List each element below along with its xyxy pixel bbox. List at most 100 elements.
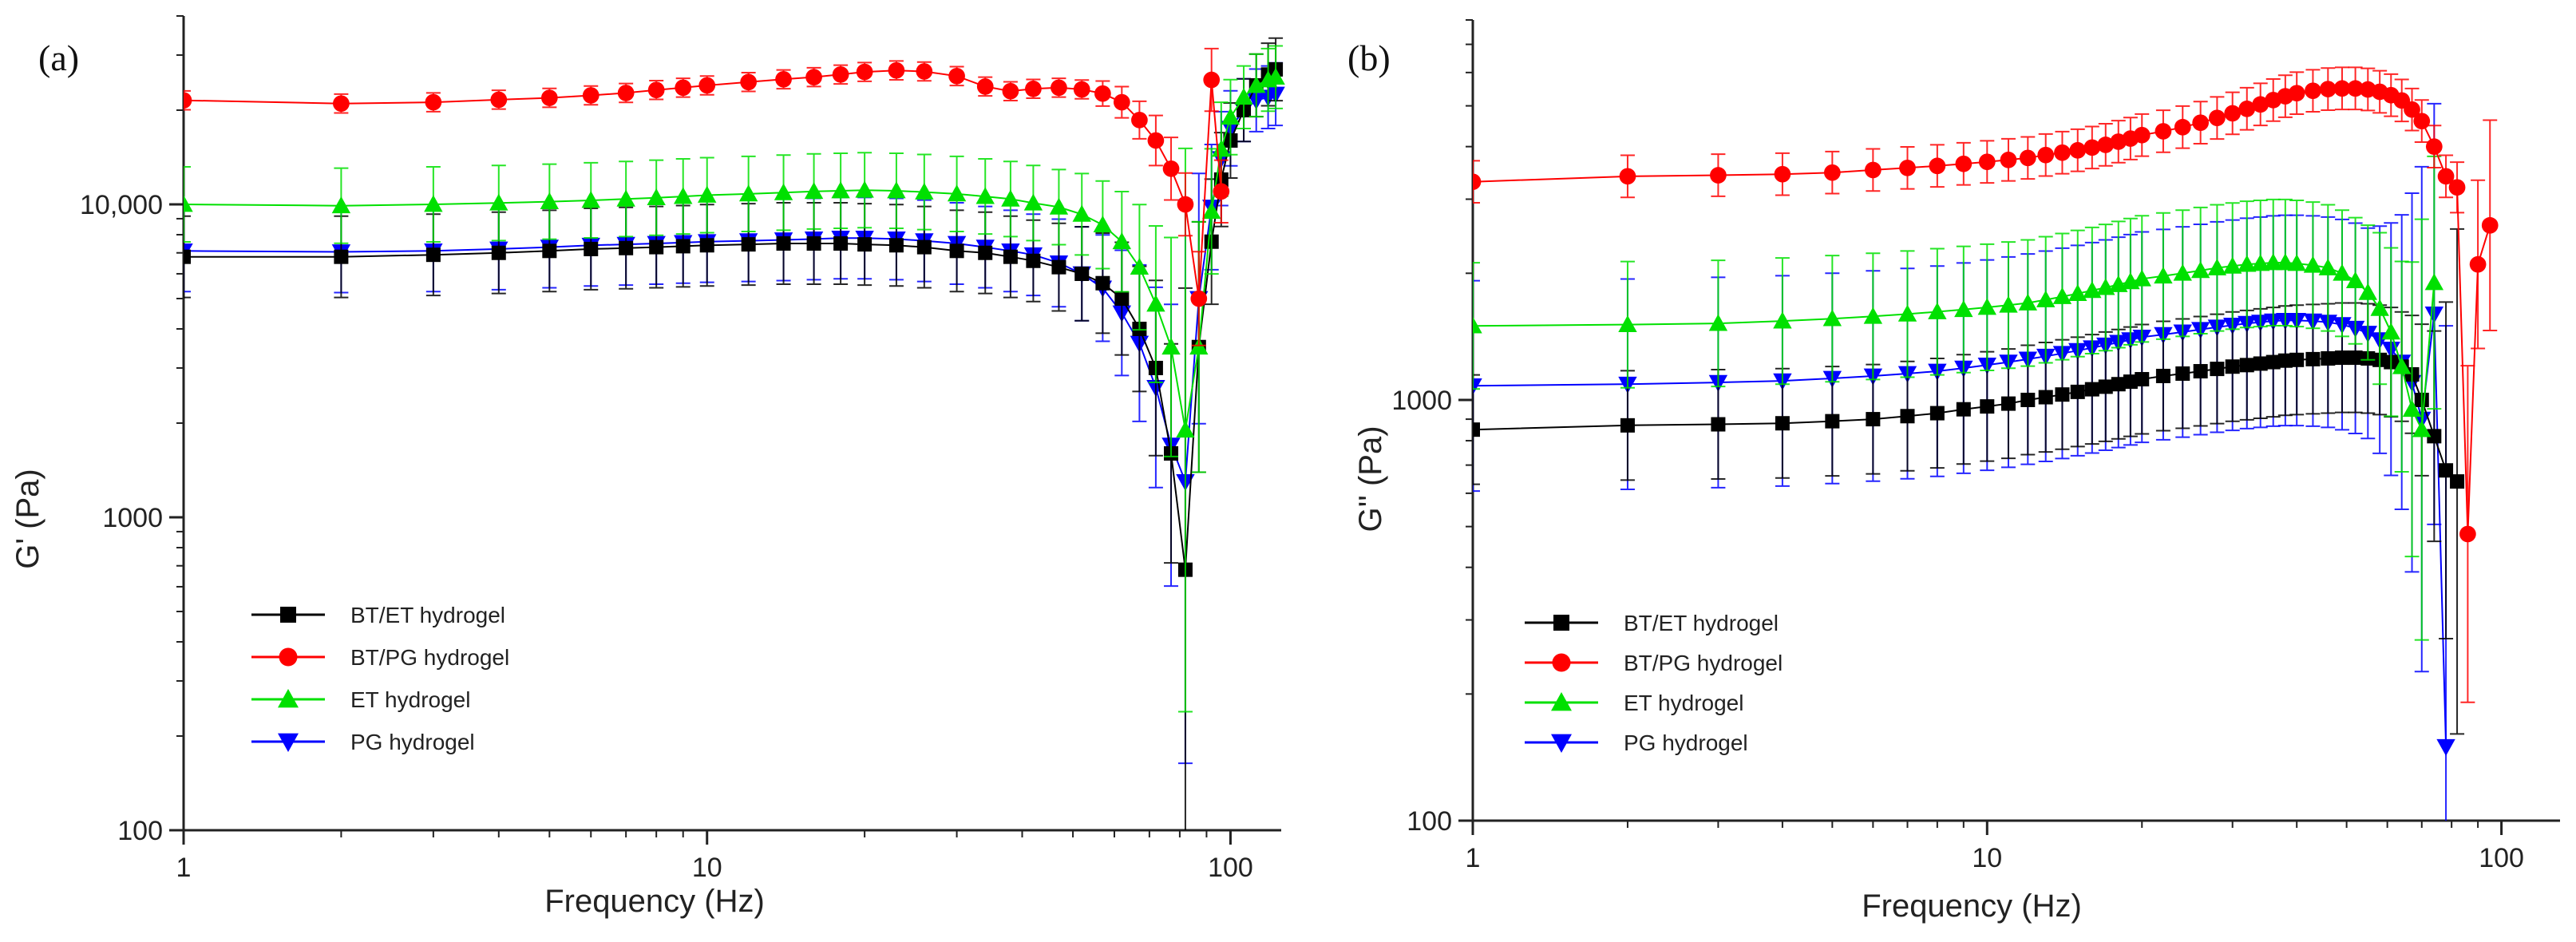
error-bar bbox=[1473, 160, 1480, 204]
data-point bbox=[2303, 255, 2323, 273]
data-point bbox=[1051, 79, 1067, 97]
data-point bbox=[740, 73, 757, 91]
data-point bbox=[425, 93, 442, 111]
data-point bbox=[2469, 255, 2487, 273]
x-axis-label-b: Frequency (Hz) bbox=[1862, 889, 2082, 924]
data-point bbox=[1708, 314, 1728, 331]
data-point bbox=[2276, 253, 2295, 271]
data-point bbox=[2154, 267, 2173, 284]
data-point bbox=[698, 185, 717, 203]
error-bar bbox=[184, 165, 191, 243]
chart-panel-b: (b) G'' (Pa) Frequency (Hz) 1 10 100 100 100… bbox=[1347, 19, 2560, 924]
data-point bbox=[2018, 293, 2038, 311]
data-point bbox=[1980, 399, 1995, 414]
data-point bbox=[2052, 287, 2072, 304]
data-point bbox=[2135, 372, 2150, 387]
data-point bbox=[1221, 108, 1241, 125]
series-bt-pg-hydrogel bbox=[1473, 66, 2499, 703]
data-point bbox=[2069, 141, 2087, 159]
series-bt-et-hydrogel bbox=[1473, 228, 2465, 735]
data-point bbox=[424, 195, 443, 212]
data-point bbox=[1093, 215, 1113, 233]
data-point bbox=[948, 67, 965, 85]
data-point bbox=[331, 196, 351, 214]
data-point bbox=[1977, 298, 1996, 315]
data-point bbox=[1865, 161, 1882, 179]
legend-marker bbox=[1552, 653, 1571, 672]
data-point bbox=[2381, 323, 2400, 340]
y-tick-label: 100 bbox=[117, 816, 163, 846]
data-point bbox=[2209, 109, 2226, 127]
data-point bbox=[2111, 377, 2126, 392]
data-point bbox=[2174, 118, 2191, 136]
data-point bbox=[833, 236, 849, 251]
data-point bbox=[2037, 146, 2055, 164]
data-point bbox=[1823, 164, 1841, 181]
y-tick-label: 1000 bbox=[102, 503, 163, 533]
data-point bbox=[1473, 378, 1482, 396]
data-point bbox=[1162, 160, 1180, 177]
data-point bbox=[1147, 132, 1165, 149]
data-point bbox=[2083, 139, 2101, 156]
error-bar bbox=[1473, 279, 1480, 493]
data-point bbox=[1234, 88, 1253, 105]
data-point bbox=[675, 239, 690, 254]
data-point bbox=[2000, 151, 2017, 168]
x-tick-label: 10 bbox=[692, 853, 722, 883]
data-point bbox=[1620, 418, 1635, 433]
data-point bbox=[1266, 67, 1285, 85]
data-point bbox=[2427, 429, 2442, 444]
data-point bbox=[2333, 263, 2352, 281]
data-point bbox=[2437, 168, 2455, 185]
axes-frame bbox=[182, 16, 1281, 832]
data-point bbox=[490, 91, 508, 109]
series-pg-hydrogel bbox=[1473, 102, 2455, 821]
series-line bbox=[184, 93, 1276, 482]
data-point bbox=[616, 189, 635, 207]
data-point bbox=[831, 181, 850, 199]
data-point bbox=[915, 182, 934, 200]
data-point bbox=[1710, 167, 1727, 184]
data-point bbox=[2345, 271, 2365, 289]
panel-label-a: (a) bbox=[38, 38, 79, 78]
legend-marker bbox=[278, 733, 299, 752]
error-bar bbox=[184, 89, 191, 111]
data-point bbox=[805, 69, 822, 85]
legend-marker bbox=[1553, 615, 1569, 631]
data-point bbox=[2402, 400, 2422, 418]
data-point bbox=[1202, 202, 1221, 220]
x-tick-label: 10 bbox=[1972, 843, 2002, 873]
data-point bbox=[2054, 144, 2071, 161]
data-point bbox=[1619, 168, 1636, 185]
data-point bbox=[2210, 362, 2225, 377]
data-point bbox=[2459, 525, 2476, 543]
data-point bbox=[1131, 112, 1148, 129]
data-point bbox=[832, 65, 849, 83]
data-point bbox=[1025, 80, 1042, 97]
data-point bbox=[1956, 402, 1971, 417]
legend-marker bbox=[1551, 692, 1572, 711]
data-point bbox=[2288, 85, 2305, 102]
data-point bbox=[1825, 414, 1840, 429]
data-point bbox=[774, 183, 793, 200]
data-point bbox=[2448, 179, 2466, 196]
data-point bbox=[2413, 113, 2431, 130]
data-point bbox=[2123, 374, 2138, 390]
data-point bbox=[698, 77, 716, 94]
data-point bbox=[1978, 153, 1996, 171]
data-point bbox=[1177, 196, 1194, 213]
data-point bbox=[1899, 159, 1916, 176]
data-point bbox=[1928, 302, 1947, 319]
data-point bbox=[2305, 82, 2321, 100]
data-point bbox=[2238, 255, 2257, 272]
data-point bbox=[1023, 193, 1043, 211]
data-point bbox=[887, 181, 906, 199]
data-point bbox=[1094, 85, 1111, 102]
x-tick-label: 1 bbox=[176, 853, 192, 883]
panel-label-b: (b) bbox=[1347, 38, 1391, 78]
data-point bbox=[947, 184, 967, 202]
legend: BT/ET hydrogel BT/PG hydrogel ET hydrogel P… bbox=[251, 603, 509, 754]
x-tick-label: 1 bbox=[1466, 843, 1481, 873]
legend-label: BT/ET hydrogel bbox=[1624, 611, 1779, 635]
